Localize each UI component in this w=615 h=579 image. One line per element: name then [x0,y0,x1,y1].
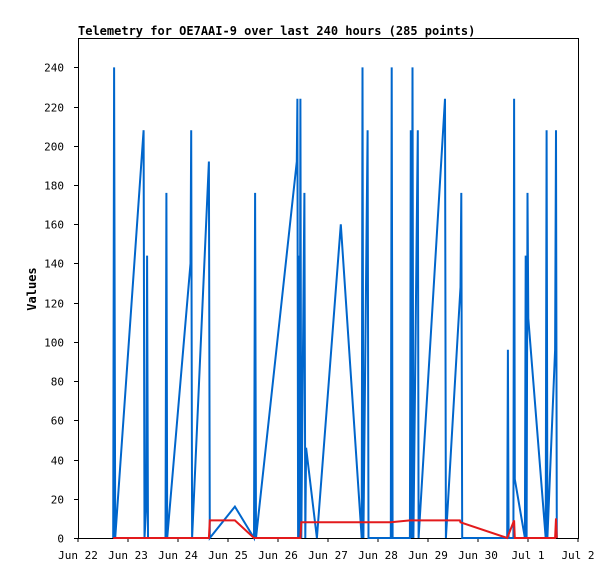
x-tick-label: Jul 2 [561,549,594,562]
y-axis-ticks: 0 20 40 60 80 100 120 140 160 180 200 220 240 [44,62,78,546]
series-line-red [113,518,558,540]
y-tick-label: 220 [44,102,64,115]
y-tick-label: 20 [51,494,64,507]
y-tick-label: 40 [51,455,64,468]
x-tick-label: Jun 30 [458,549,498,562]
x-tick-label: Jun 28 [358,549,398,562]
y-tick-label: 200 [44,141,64,154]
x-tick-label: Jun 27 [308,549,348,562]
series-line-blue [112,67,558,542]
y-tick-label: 120 [44,298,64,311]
chart-title: Telemetry for OE7AAI-9 over last 240 hou… [78,24,475,38]
y-tick-label: 0 [57,533,64,546]
x-axis-ticks: Jun 22 Jun 23 Jun 24 Jun 25 Jun 26 Jun 27 Jun … [58,538,595,562]
y-tick-label: 240 [44,62,64,75]
y-axis-label: Values [25,267,39,310]
y-tick-label: 100 [44,337,64,350]
x-tick-label: Jun 26 [258,549,298,562]
plot-frame [78,38,579,539]
y-tick-label: 80 [51,376,64,389]
x-tick-label: Jun 24 [158,549,198,562]
series-layer [112,67,558,542]
x-tick-label: Jun 25 [208,549,248,562]
y-tick-label: 140 [44,258,64,271]
x-tick-label: Jun 29 [408,549,448,562]
x-tick-label: Jul 1 [511,549,544,562]
x-tick-label: Jun 22 [58,549,98,562]
x-tick-label: Jun 23 [108,549,148,562]
y-tick-label: 60 [51,415,64,428]
y-tick-label: 180 [44,180,64,193]
y-tick-label: 160 [44,219,64,232]
